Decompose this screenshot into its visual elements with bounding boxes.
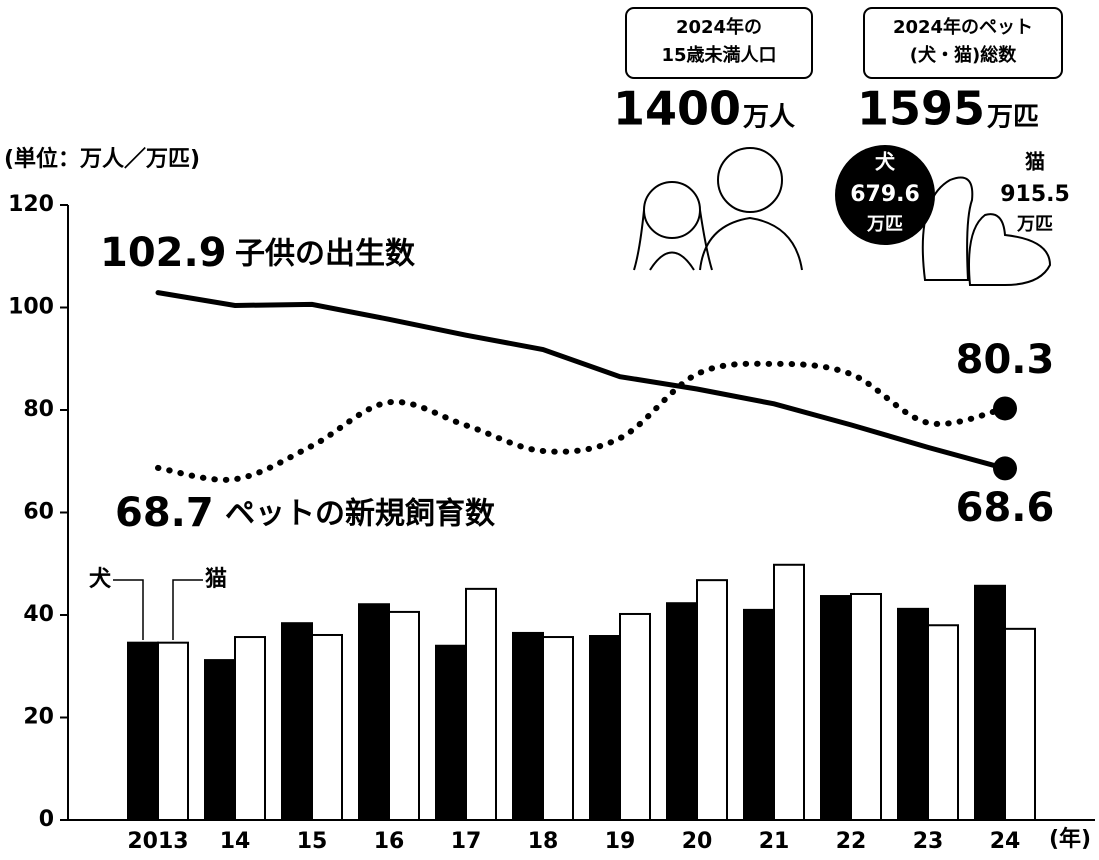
breakdown-label: 猫: [1025, 150, 1045, 174]
x-tick-label: 20: [682, 829, 713, 854]
legend-label: 犬: [89, 567, 112, 592]
x-tick-label: 15: [297, 829, 328, 854]
x-tick-label: 14: [220, 829, 251, 854]
legend-bracket: [113, 580, 143, 640]
bar: [821, 596, 851, 820]
bar: [667, 603, 697, 820]
page: {"chart_data":{"type":"combo","unit_labe…: [0, 0, 1099, 860]
infobox-title: (犬・猫)総数: [910, 44, 1017, 66]
bar: [513, 633, 543, 820]
infobox-title: 2024年の: [676, 16, 762, 38]
x-unit-label: (年): [1049, 826, 1091, 852]
series-name: ペットの新規飼育数: [225, 497, 496, 532]
legend-label: 猫: [205, 567, 227, 592]
infobox-title: 15歳未満人口: [661, 44, 776, 66]
y-tick-label: 40: [23, 602, 54, 627]
bar: [543, 637, 573, 820]
y-tick-label: 120: [8, 192, 54, 217]
series-name: 子供の出生数: [235, 237, 416, 272]
bar: [466, 589, 496, 820]
bar: [128, 643, 158, 820]
unit-label: (単位：万人／万匹): [4, 146, 200, 172]
y-tick-label: 60: [23, 500, 54, 525]
x-tick-label: 16: [374, 829, 405, 854]
infobox-value: 1400: [613, 82, 741, 136]
y-tick-label: 0: [39, 807, 54, 832]
start-value-label: 102.9: [100, 230, 227, 276]
infobox-title: 2024年のペット: [893, 16, 1033, 38]
x-tick-label: 21: [759, 829, 790, 854]
breakdown-unit: 万匹: [1016, 214, 1053, 235]
start-value-label: 68.7: [115, 490, 214, 536]
x-tick-label: 19: [605, 829, 636, 854]
bar: [205, 660, 235, 820]
breakdown-unit: 万匹: [866, 214, 903, 235]
bar: [928, 625, 958, 820]
x-tick-label: 24: [990, 829, 1021, 854]
infobox-value: 1595: [857, 82, 985, 136]
bar: [312, 635, 342, 820]
infobox-unit: 万匹: [987, 103, 1039, 133]
end-value-label: 80.3: [956, 337, 1055, 383]
bar: [1005, 629, 1035, 820]
y-tick-label: 20: [23, 705, 54, 730]
bar: [282, 623, 312, 820]
x-tick-label: 17: [451, 829, 482, 854]
breakdown-value: 679.6: [850, 182, 920, 207]
bar: [774, 565, 804, 820]
line: [158, 364, 1005, 480]
x-tick-label: 2013: [127, 829, 188, 854]
bar: [975, 586, 1005, 820]
breakdown-label: 犬: [875, 150, 896, 174]
legend-bracket: [173, 580, 203, 640]
y-tick-label: 100: [8, 295, 54, 320]
y-tick-label: 80: [23, 397, 54, 422]
end-point: [993, 396, 1017, 420]
bar: [851, 594, 881, 820]
breakdown-value: 915.5: [1000, 182, 1070, 207]
end-point: [993, 456, 1017, 480]
chart: 0 20 40 60 80 100 120 (単位：万人／万匹) (年) 2013 14 15 16 17…: [0, 0, 1099, 860]
bar: [436, 646, 466, 820]
x-tick-label: 18: [528, 829, 559, 854]
line: [158, 293, 1005, 469]
x-tick-label: 23: [913, 829, 944, 854]
x-tick-label: 22: [836, 829, 867, 854]
bar: [389, 612, 419, 820]
bar: [620, 614, 650, 820]
bar: [359, 604, 389, 820]
bar: [697, 580, 727, 820]
bar: [744, 610, 774, 820]
bar: [158, 643, 188, 820]
bar: [590, 636, 620, 820]
bar: [898, 609, 928, 820]
infobox-unit: 万人: [743, 103, 795, 133]
end-value-label: 68.6: [956, 485, 1055, 531]
bar: [235, 637, 265, 820]
